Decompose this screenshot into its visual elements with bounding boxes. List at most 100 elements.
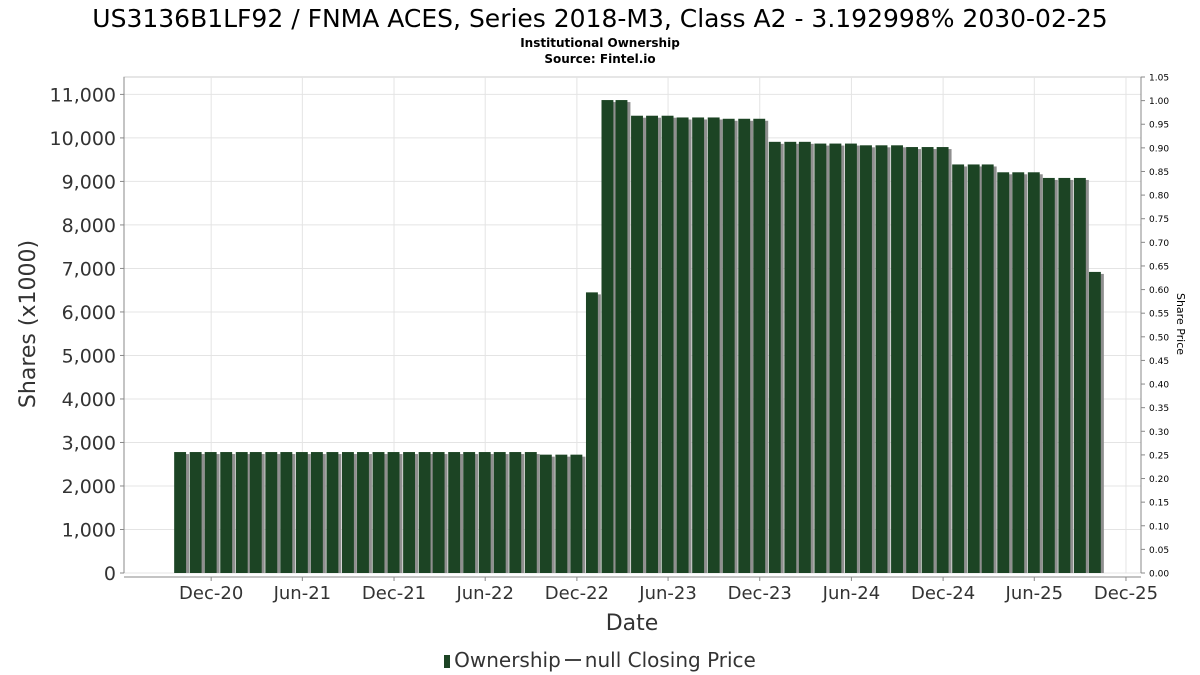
bar-2021-08-31 <box>341 452 354 573</box>
bar-2025-05-31 <box>1027 172 1040 573</box>
bar-2021-01-31 <box>235 452 248 573</box>
bar-2021-12-31 <box>403 452 416 573</box>
legend-price-line <box>564 659 581 661</box>
y2-tick-label-0-85: 0.85 <box>1149 168 1169 178</box>
bar-2021-04-30 <box>280 452 293 573</box>
bar-2021-02-28 <box>249 452 262 573</box>
x-tick-label-dec-25: Dec-25 <box>1094 583 1158 604</box>
y-tick-label-10-000: 10,000 <box>50 128 116 150</box>
bar-2023-12-31 <box>768 141 781 573</box>
y2-tick-label-0-60: 0.60 <box>1149 286 1169 296</box>
bar-2024-06-30 <box>860 145 872 573</box>
bar-2023-06-30 <box>676 117 689 573</box>
bar-2023-11-30 <box>753 118 766 573</box>
y2-tick-label-0-95: 0.95 <box>1149 121 1169 131</box>
x-tick-label-jun-23: Jun-23 <box>638 583 697 604</box>
bar-2021-03-31 <box>265 452 278 573</box>
y2-tick-label-0-50: 0.50 <box>1149 333 1169 343</box>
bar-2021-05-31 <box>295 452 308 573</box>
y-tick-label-1-000: 1,000 <box>62 519 116 541</box>
y-tick-label-3-000: 3,000 <box>62 432 116 454</box>
bar-2020-10-31 <box>189 452 202 573</box>
y-tick-label-9-000: 9,000 <box>62 171 116 193</box>
legend-price-label: null Closing Price <box>584 648 756 672</box>
bar-2023-02-28 <box>615 100 628 574</box>
x-tick-label-dec-20: Dec-20 <box>179 583 243 604</box>
bar-2024-12-31 <box>952 164 965 573</box>
bars-group <box>174 100 1104 574</box>
bar-2023-04-30 <box>646 115 658 573</box>
y2-tick-labels: 0.00 0.05 0.10 0.15 0.20 0.25 0.30 0.35 0.40 0.45… <box>1149 74 1169 580</box>
bar-2022-05-31 <box>478 452 491 573</box>
bar-2025-03-31 <box>997 172 1010 573</box>
x-tick-label-dec-24: Dec-24 <box>911 583 975 604</box>
y2-tick-label-0-15: 0.15 <box>1149 499 1169 509</box>
bar-2023-03-31 <box>631 115 643 573</box>
bar-2025-07-31 <box>1058 177 1071 573</box>
bar-2024-01-31 <box>784 141 797 573</box>
bar-2024-09-30 <box>906 147 918 573</box>
y-tick-label-7-000: 7,000 <box>62 258 116 280</box>
y-tick-label-5-000: 5,000 <box>62 345 116 367</box>
bar-2020-12-31 <box>220 452 233 573</box>
bar-2020-09-30 <box>174 452 187 573</box>
bar-2024-07-31 <box>875 145 888 573</box>
y2-tick-label-0-40: 0.40 <box>1149 381 1169 391</box>
y-axis-label: Shares (x1000) <box>16 240 41 408</box>
bar-2022-04-30 <box>463 452 476 573</box>
bar-2024-02-29 <box>798 141 811 573</box>
y2-tick-label-1-00: 1.00 <box>1149 97 1169 107</box>
chart-source: Source: Fintel.io <box>544 52 656 66</box>
bar-2022-08-31 <box>524 452 537 573</box>
bar-2025-01-31 <box>967 164 980 573</box>
x-tick-label-jun-24: Jun-24 <box>822 583 881 604</box>
bar-2023-10-31 <box>738 118 751 573</box>
y2-tick-label-0-10: 0.10 <box>1149 522 1169 532</box>
bar-2025-04-30 <box>1012 172 1025 573</box>
legend: Ownership null Closing Price <box>0 647 1200 673</box>
y-tick-labels: 0 1,000 2,000 3,000 4,000 5,000 6,000 7,000 8,00… <box>50 84 116 585</box>
y2-tick-label-0-75: 0.75 <box>1149 215 1169 225</box>
y-tick-label-8-000: 8,000 <box>62 215 116 237</box>
y2-tick-label-0-70: 0.70 <box>1149 239 1169 249</box>
y-tick-label-6-000: 6,000 <box>62 302 116 324</box>
y2-tick-label-0-20: 0.20 <box>1149 475 1169 485</box>
bar-2022-02-28 <box>432 452 445 573</box>
y2-axis-label: Share Price <box>1174 293 1187 355</box>
y2-tick-label-0-25: 0.25 <box>1149 451 1169 461</box>
bar-2024-04-30 <box>829 143 842 573</box>
x-tick-label-jun-21: Jun-21 <box>273 583 332 604</box>
bar-2022-03-31 <box>448 452 461 573</box>
y2-tick-label-0-65: 0.65 <box>1149 262 1169 272</box>
y-tick-label-11-000: 11,000 <box>50 84 116 106</box>
bar-2023-05-31 <box>661 115 674 573</box>
bar-2023-01-31 <box>601 100 614 574</box>
y-tick-label-4-000: 4,000 <box>62 389 116 411</box>
bar-2022-10-31 <box>555 454 568 573</box>
x-tick-label-dec-21: Dec-21 <box>362 583 426 604</box>
x-tick-label-dec-22: Dec-22 <box>545 583 609 604</box>
chart-subtitle: Institutional Ownership <box>520 36 680 50</box>
bar-2022-11-30 <box>570 454 583 573</box>
x-tick-label-jun-22: Jun-22 <box>455 583 514 604</box>
bar-2022-07-31 <box>509 452 522 573</box>
bar-2025-08-31 <box>1073 177 1086 573</box>
bar-2021-09-30 <box>357 452 369 573</box>
bar-2024-05-31 <box>844 143 857 573</box>
bar-2022-09-30 <box>539 454 552 573</box>
bar-2024-08-31 <box>891 145 903 573</box>
y2-tick-label-1-05: 1.05 <box>1149 74 1169 84</box>
bar-2020-11-30 <box>204 452 217 573</box>
x-axis-label: Date <box>606 611 659 636</box>
bar-2022-06-30 <box>493 452 506 573</box>
x-tick-labels: Dec-20 Jun-21 Dec-21 Jun-22 Dec-22 Jun-23 Dec-… <box>179 583 1158 604</box>
y2-tick-label-0-80: 0.80 <box>1149 192 1169 202</box>
y2-tick-label-0-45: 0.45 <box>1149 357 1169 367</box>
bar-2025-06-30 <box>1042 177 1055 573</box>
bar-2025-09-30 <box>1088 271 1101 573</box>
bar-2022-01-31 <box>418 452 431 573</box>
y2-tick-label-0-30: 0.30 <box>1149 428 1169 438</box>
bar-2021-07-31 <box>326 452 339 573</box>
legend-ownership-swatch <box>444 655 451 668</box>
